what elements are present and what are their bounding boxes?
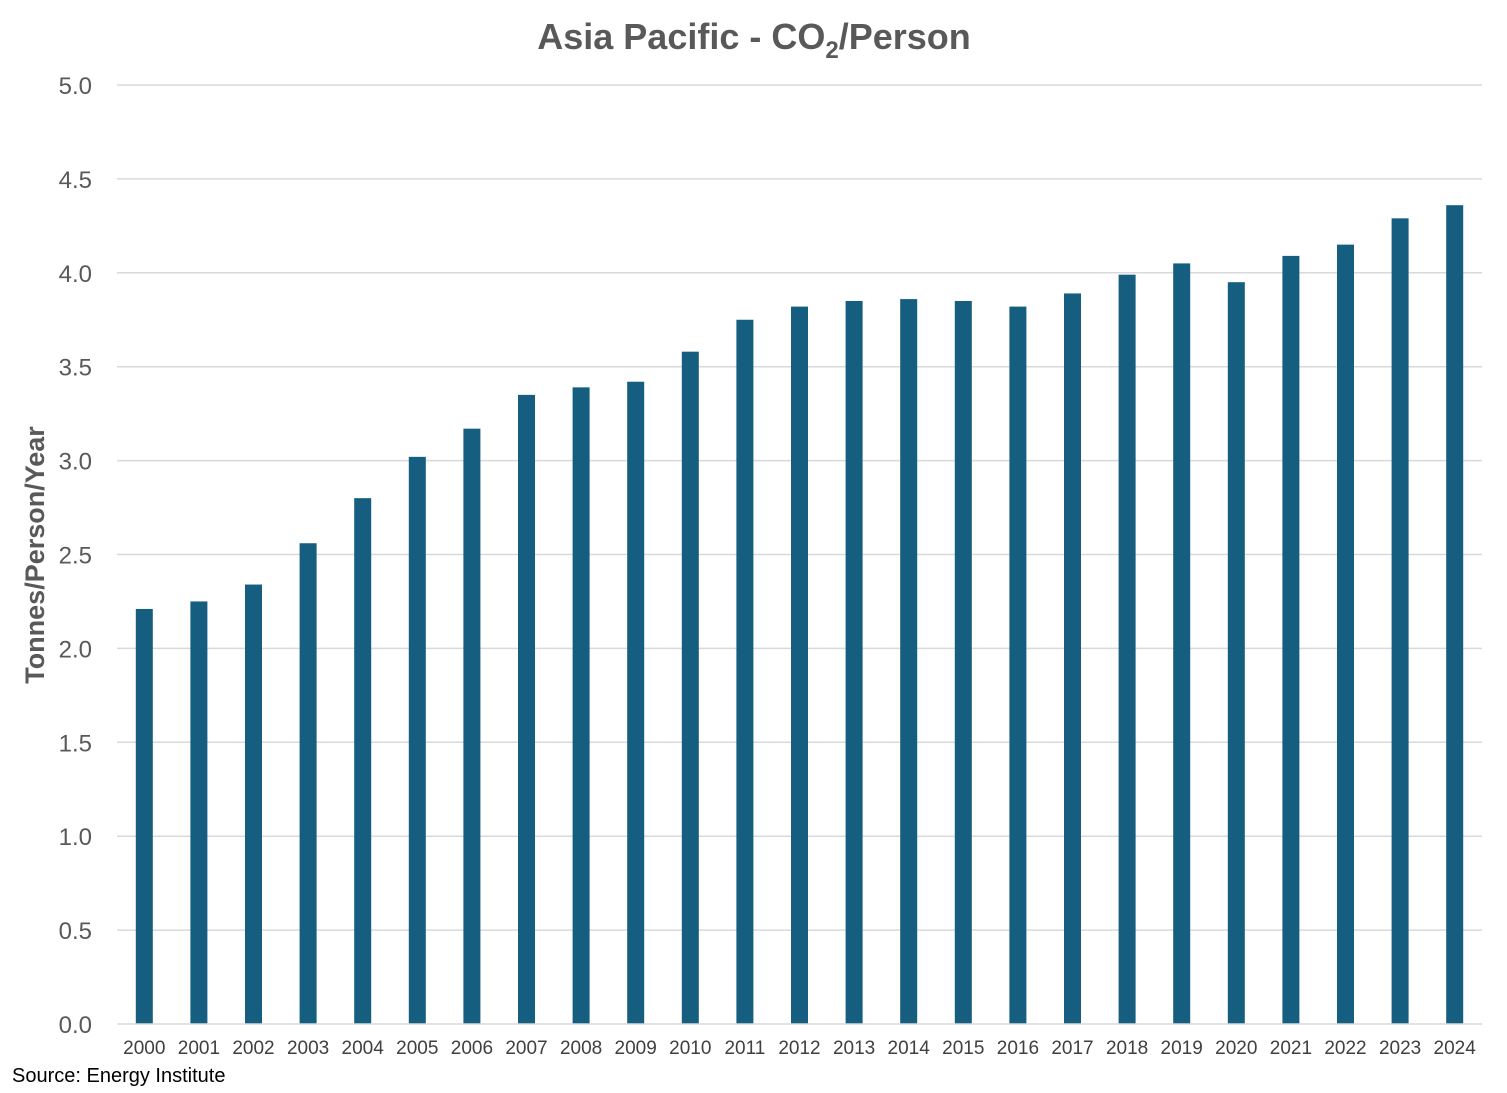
chart-title-prefix: Asia Pacific - CO (537, 16, 825, 57)
x-tick-label: 2003 (287, 1038, 329, 1059)
chart-title-suffix: /Person (839, 16, 971, 57)
bar-2001 (190, 601, 208, 1024)
x-tick-label: 2004 (342, 1038, 385, 1059)
x-tick-label: 2020 (1215, 1038, 1257, 1059)
bar-2020 (1227, 282, 1245, 1024)
y-tick-label: 1.0 (59, 824, 92, 851)
x-tick-label: 2006 (451, 1038, 493, 1059)
y-tick-label: 4.0 (59, 261, 92, 288)
x-tick-label: 2019 (1161, 1038, 1203, 1059)
bar-2022 (1337, 244, 1354, 1024)
y-axis-label: Tonnes/Person/Year (20, 426, 50, 684)
x-tick-label: 2000 (123, 1038, 165, 1059)
bar-2024 (1446, 205, 1464, 1024)
y-tick-labels: 0.0 0.5 1.0 1.5 2.0 2.5 3.0 3.5 4.0 4.5 5.0 (59, 73, 92, 1039)
y-tick-label: 1.5 (59, 730, 92, 757)
x-tick-label: 2009 (615, 1038, 657, 1059)
y-tick-label: 0.5 (59, 918, 92, 945)
x-tick-label: 2001 (178, 1038, 220, 1059)
y-tick-label: 0.0 (59, 1012, 92, 1039)
y-tick-label: 4.5 (59, 167, 92, 194)
bar-2007 (518, 394, 535, 1024)
bar-2023 (1391, 218, 1409, 1024)
x-tick-label: 2002 (232, 1038, 274, 1059)
source-note: Source: Energy Institute (12, 1065, 226, 1087)
y-tick-label: 2.0 (59, 636, 92, 663)
x-tick-label: 2008 (560, 1038, 602, 1059)
x-tick-label: 2023 (1379, 1038, 1421, 1059)
x-tick-label: 2017 (1051, 1038, 1093, 1059)
bar-2004 (354, 498, 372, 1024)
y-tick-label: 5.0 (59, 73, 92, 100)
x-tick-label: 2021 (1270, 1038, 1312, 1059)
bar-2006 (463, 428, 481, 1024)
bar-2011 (736, 319, 754, 1024)
x-tick-label: 2016 (997, 1038, 1039, 1059)
bar-2016 (1009, 306, 1027, 1024)
x-tick-label: 2012 (778, 1038, 820, 1059)
bar-2010 (681, 351, 699, 1024)
bar-2021 (1282, 255, 1300, 1024)
bar-2015 (954, 300, 972, 1025)
y-tick-label: 2.5 (59, 543, 92, 570)
bars (135, 205, 1464, 1025)
x-tick-label: 2018 (1106, 1038, 1148, 1059)
bar-2017 (1064, 293, 1081, 1024)
bar-2003 (299, 543, 317, 1024)
x-tick-label: 2010 (669, 1038, 711, 1059)
bar-2012 (791, 306, 808, 1024)
chart-title: Asia Pacific - CO2/Person (537, 16, 971, 64)
x-tick-labels: 2000 2001 2002 2003 2004 2005 2006 2007 2008 2009… (123, 1038, 1476, 1059)
y-tick-label: 3.0 (59, 449, 92, 476)
x-tick-label: 2005 (396, 1038, 438, 1059)
x-tick-label: 2024 (1434, 1038, 1477, 1059)
x-tick-label: 2007 (505, 1038, 547, 1059)
y-tick-label: 3.5 (59, 355, 92, 382)
bar-2002 (245, 584, 262, 1024)
x-tick-label: 2014 (888, 1038, 931, 1059)
bar-2009 (627, 381, 645, 1024)
x-tick-label: 2015 (942, 1038, 984, 1059)
x-tick-label: 2013 (833, 1038, 875, 1059)
bar-2013 (845, 300, 863, 1025)
x-tick-label: 2011 (724, 1038, 765, 1059)
bar-2014 (900, 299, 918, 1024)
bar-2008 (572, 387, 590, 1024)
bar-2005 (408, 456, 426, 1024)
x-tick-label: 2022 (1324, 1038, 1366, 1059)
bar-2018 (1118, 274, 1136, 1025)
bar-2000 (135, 608, 153, 1024)
chart-title-subscript: 2 (825, 37, 838, 64)
bar-2019 (1173, 263, 1191, 1024)
